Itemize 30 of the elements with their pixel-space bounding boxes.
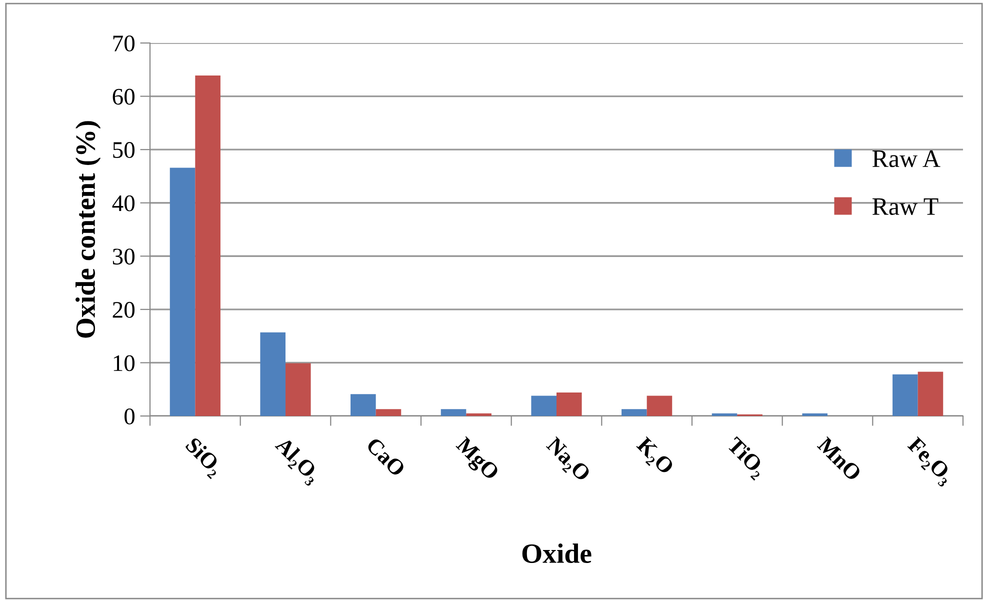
bar	[556, 392, 582, 416]
bar	[802, 413, 828, 416]
y-tick-label: 40	[112, 195, 135, 212]
bar	[622, 409, 647, 416]
bar	[918, 372, 944, 416]
bar	[440, 409, 466, 416]
y-tick-label: 10	[114, 355, 135, 372]
y-tick-label: 30	[112, 248, 135, 265]
y-tick-label: 60	[112, 88, 135, 105]
bar	[376, 409, 402, 416]
bar	[712, 413, 738, 416]
bar	[466, 413, 492, 416]
bar	[892, 374, 918, 416]
y-tick-label: 20	[112, 302, 135, 318]
bar	[531, 396, 556, 416]
bar	[646, 396, 672, 416]
bar	[260, 332, 286, 416]
y-axis-title: Oxide content (%)	[76, 121, 101, 338]
y-tick-label: 50	[113, 142, 135, 158]
bar	[286, 363, 311, 416]
y-tick-label: 0	[124, 408, 135, 424]
legend-label: Raw T	[872, 198, 938, 215]
bar	[170, 168, 196, 416]
x-axis-title: Oxide	[522, 543, 592, 564]
legend-label: Raw A	[872, 150, 940, 168]
x-tick-label: K₂O	[633, 436, 675, 478]
bar	[195, 76, 220, 416]
y-tick-label: 70	[113, 35, 135, 52]
bar	[350, 394, 376, 416]
x-tick-label: CaO	[366, 436, 406, 478]
